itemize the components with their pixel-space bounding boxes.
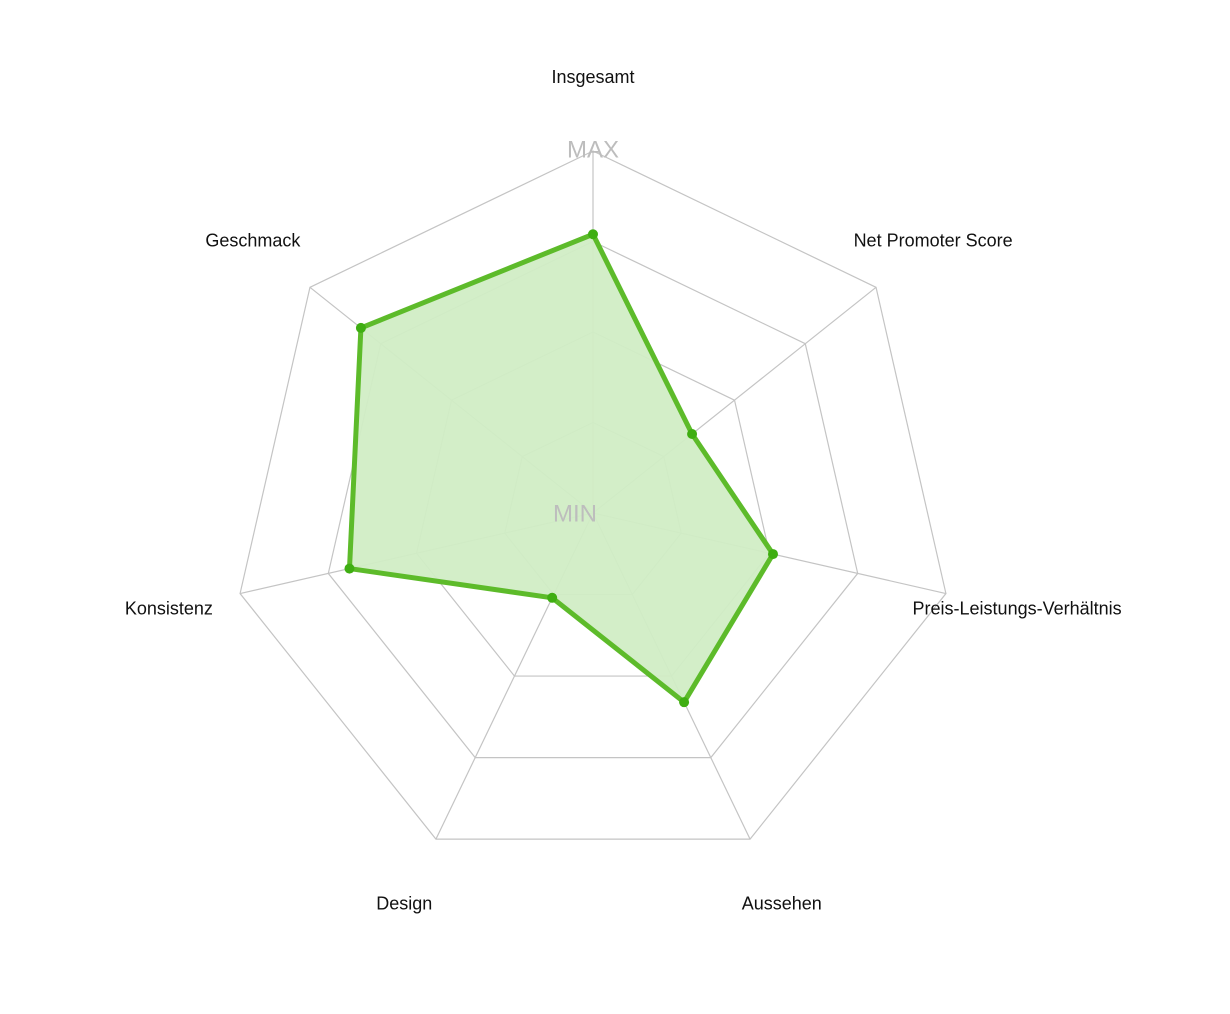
radar-series [344,229,778,708]
series-area-1 [346,231,776,705]
radar-axis-labels: Insgesamt Net Promoter Score Preis-Leistun… [125,67,1122,914]
axis-label-6: Konsistenz [125,599,213,619]
data-point-5 [547,592,558,603]
axis-label-3: Preis-Leistungs-Verhältnis [913,599,1122,619]
axis-label-1: Insgesamt [551,67,634,87]
data-point-7 [355,322,366,333]
axis-label-2: Net Promoter Score [854,231,1013,251]
data-point-1 [588,229,598,240]
scale-min-label: MIN [553,500,597,527]
data-point-3 [767,549,778,560]
axis-label-7: Geschmack [205,231,301,251]
data-point-4 [679,697,690,708]
data-point-2 [687,429,698,440]
axis-label-5: Design [376,894,432,914]
data-point-6 [344,563,355,574]
scale-max-label: MAX [567,136,619,163]
axis-label-4: Aussehen [742,894,822,914]
grid-ring-4 [239,150,947,840]
